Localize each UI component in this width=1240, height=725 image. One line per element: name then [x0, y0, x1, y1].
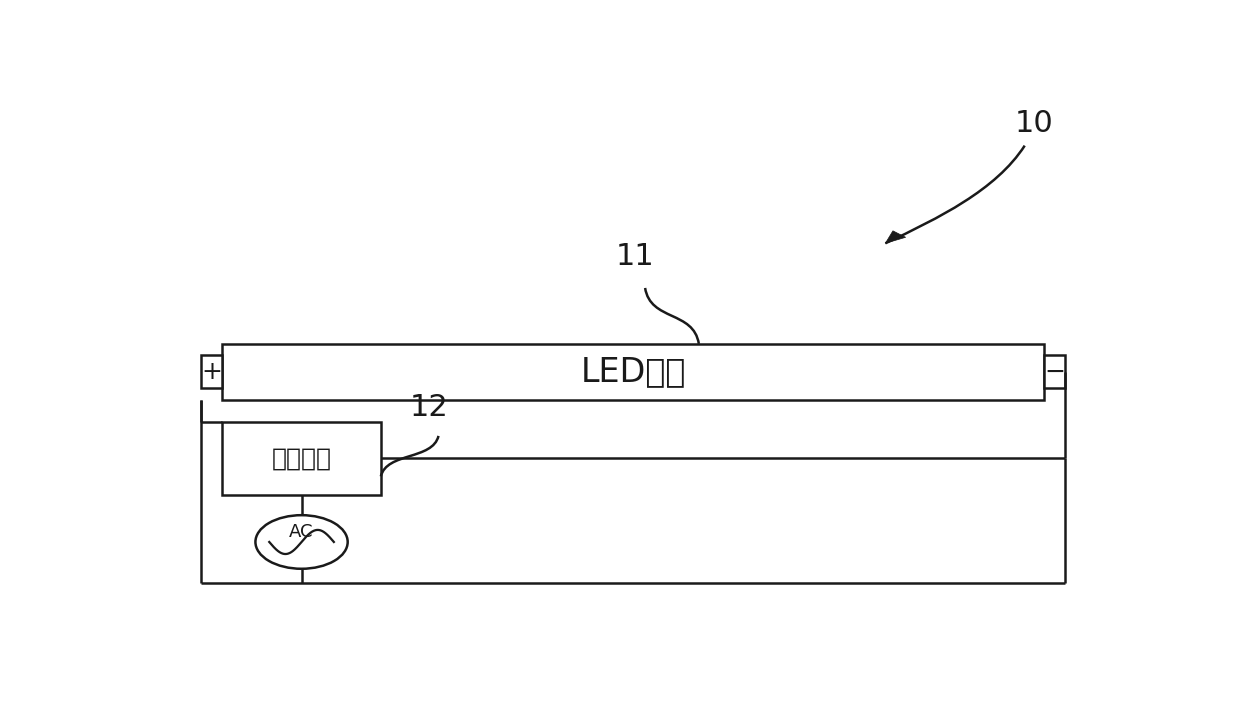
- Text: 整流电路: 整流电路: [272, 446, 331, 471]
- Bar: [222, 422, 381, 494]
- Text: 12: 12: [409, 393, 449, 422]
- Polygon shape: [885, 231, 905, 244]
- Circle shape: [255, 515, 347, 569]
- Text: −: −: [1044, 360, 1065, 384]
- Bar: [201, 355, 222, 389]
- Text: LED组件: LED组件: [580, 355, 686, 388]
- Bar: [1044, 355, 1065, 389]
- Text: 11: 11: [616, 242, 655, 271]
- Text: AC: AC: [289, 523, 314, 541]
- Text: +: +: [201, 360, 222, 384]
- Text: 10: 10: [1014, 109, 1054, 138]
- Bar: [222, 344, 1044, 399]
